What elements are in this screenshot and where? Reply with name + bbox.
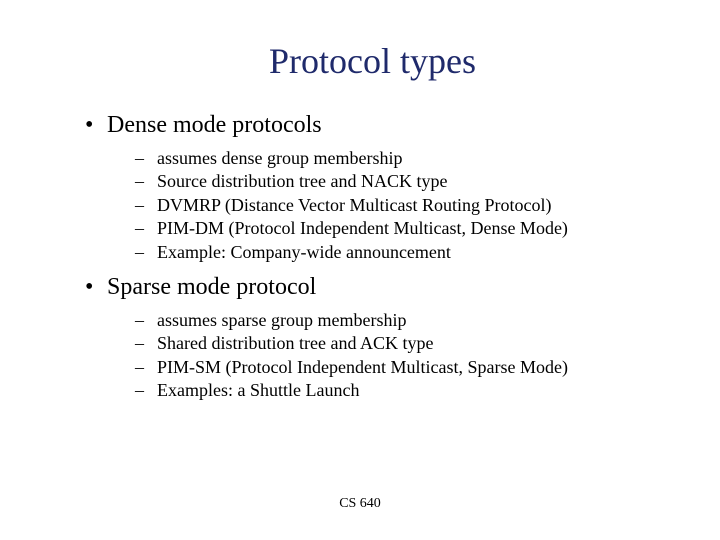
list-item: • Sparse mode protocol — [85, 274, 660, 301]
list-item-text: PIM-DM (Protocol Independent Multicast, … — [157, 217, 568, 240]
list-item-text: DVMRP (Distance Vector Multicast Routing… — [157, 194, 551, 217]
list-item: – assumes dense group membership — [135, 147, 660, 170]
list-item-text: assumes sparse group membership — [157, 309, 406, 332]
list-item: – Shared distribution tree and ACK type — [135, 332, 660, 355]
list-item-text: Examples: a Shuttle Launch — [157, 379, 359, 402]
sub-list: – assumes sparse group membership – Shar… — [135, 309, 660, 403]
sub-list: – assumes dense group membership – Sourc… — [135, 147, 660, 264]
list-item: – assumes sparse group membership — [135, 309, 660, 332]
list-item: – DVMRP (Distance Vector Multicast Routi… — [135, 194, 660, 217]
dash-marker: – — [135, 241, 157, 264]
dash-marker: – — [135, 147, 157, 170]
list-item-text: Example: Company-wide announcement — [157, 241, 451, 264]
list-item: – Source distribution tree and NACK type — [135, 170, 660, 193]
dash-marker: – — [135, 379, 157, 402]
bullet-marker: • — [85, 274, 107, 301]
list-item-text: assumes dense group membership — [157, 147, 402, 170]
dash-marker: – — [135, 332, 157, 355]
list-item-text: Source distribution tree and NACK type — [157, 170, 447, 193]
list-item: • Dense mode protocols — [85, 112, 660, 139]
dash-marker: – — [135, 170, 157, 193]
dash-marker: – — [135, 217, 157, 240]
slide: Protocol types • Dense mode protocols – … — [0, 0, 720, 540]
bullet-marker: • — [85, 112, 107, 139]
slide-title: Protocol types — [85, 40, 660, 82]
dash-marker: – — [135, 356, 157, 379]
slide-footer: CS 640 — [0, 496, 720, 512]
list-item-text: Sparse mode protocol — [107, 274, 316, 301]
list-item-text: PIM-SM (Protocol Independent Multicast, … — [157, 356, 568, 379]
dash-marker: – — [135, 194, 157, 217]
list-item-text: Dense mode protocols — [107, 112, 322, 139]
dash-marker: – — [135, 309, 157, 332]
list-item-text: Shared distribution tree and ACK type — [157, 332, 433, 355]
list-item: – Examples: a Shuttle Launch — [135, 379, 660, 402]
list-item: – PIM-DM (Protocol Independent Multicast… — [135, 217, 660, 240]
list-item: – Example: Company-wide announcement — [135, 241, 660, 264]
list-item: – PIM-SM (Protocol Independent Multicast… — [135, 356, 660, 379]
